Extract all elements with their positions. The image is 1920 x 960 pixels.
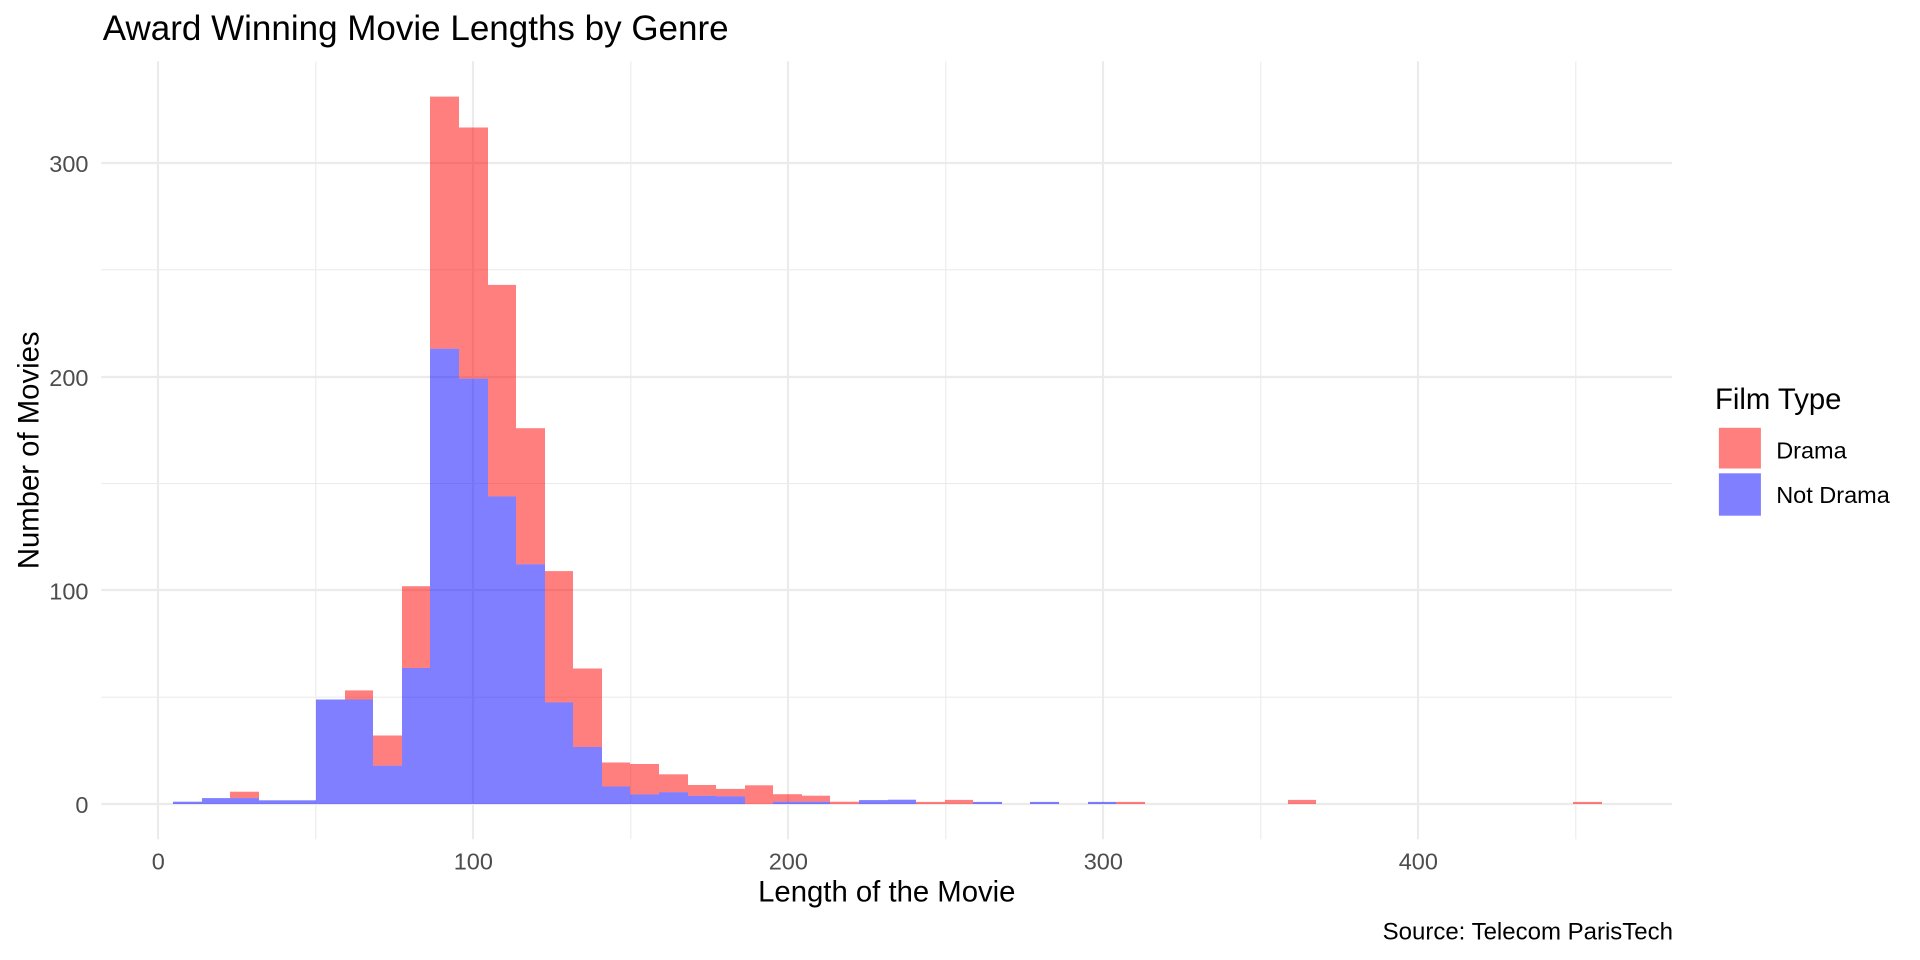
svg-text:Source: Telecom ParisTech: Source: Telecom ParisTech xyxy=(1383,919,1673,946)
svg-text:Not Drama: Not Drama xyxy=(1776,482,1891,508)
svg-text:200: 200 xyxy=(769,849,808,875)
svg-text:200: 200 xyxy=(49,365,88,391)
svg-text:Drama: Drama xyxy=(1776,437,1847,463)
svg-text:300: 300 xyxy=(1084,849,1123,875)
svg-text:100: 100 xyxy=(454,849,493,875)
svg-text:300: 300 xyxy=(49,151,88,177)
svg-text:Number of Movies: Number of Movies xyxy=(13,331,46,569)
svg-text:Award Winning Movie Lengths by: Award Winning Movie Lengths by Genre xyxy=(103,9,729,48)
svg-text:0: 0 xyxy=(75,792,88,818)
svg-text:Film Type: Film Type xyxy=(1715,383,1841,416)
svg-text:0: 0 xyxy=(152,849,165,875)
svg-text:Length of the Movie: Length of the Movie xyxy=(758,876,1015,909)
svg-text:400: 400 xyxy=(1399,849,1438,875)
svg-text:100: 100 xyxy=(49,578,88,604)
